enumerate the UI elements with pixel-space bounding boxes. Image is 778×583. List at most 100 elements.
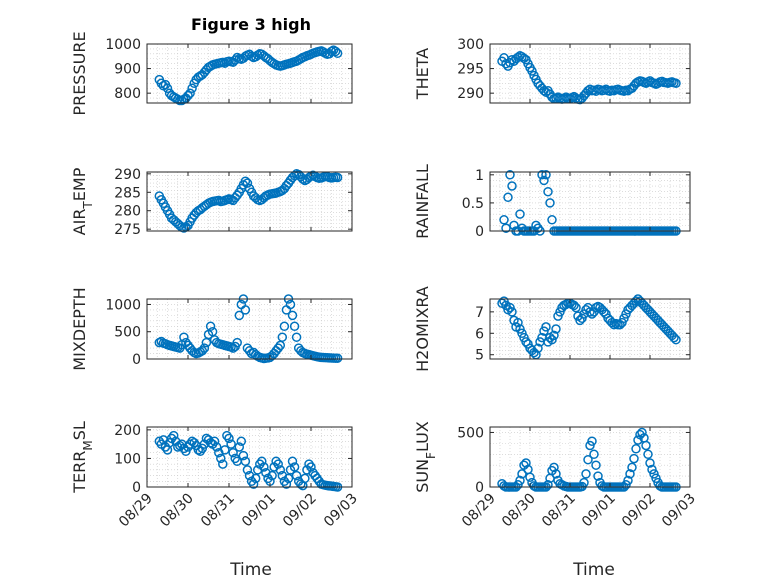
y-tick-label: 290 <box>457 86 484 102</box>
y-tick-label: 285 <box>114 185 141 201</box>
data-point <box>242 178 253 188</box>
data-point <box>671 334 681 345</box>
data-point <box>179 332 189 342</box>
data-point <box>326 46 337 57</box>
y-axis-label: SUNFLUX <box>413 421 438 493</box>
data-point <box>242 465 253 475</box>
data-point <box>271 456 281 467</box>
axes-box <box>489 298 691 360</box>
y-tick-label: 7 <box>475 305 484 321</box>
data-point <box>291 332 302 342</box>
data-point <box>647 464 657 475</box>
data-point <box>537 170 547 180</box>
subplot-1: 800 900 1000 PRESSURE <box>70 31 353 116</box>
data-point <box>330 46 341 57</box>
y-tick-label: 0 <box>475 480 484 496</box>
data-point <box>527 66 537 76</box>
data-point <box>539 175 549 186</box>
data-point <box>234 310 245 321</box>
x-axis-label-left: Time <box>229 560 272 580</box>
x-tick-label: 09/02 <box>619 491 659 531</box>
subplot-8: 0 500 08/29 08/30 08/31 09/01 09/02 09/03 SUNFLU… <box>413 421 699 530</box>
data-point <box>211 442 222 452</box>
series-points <box>497 51 681 105</box>
subplot-3: 275 280 285 290 AIRTEMP <box>70 167 353 238</box>
data-point <box>521 458 531 468</box>
data-point <box>591 460 601 470</box>
data-point <box>541 322 551 332</box>
data-point <box>525 472 535 482</box>
data-point <box>583 454 593 465</box>
data-point <box>503 192 513 203</box>
data-point <box>220 445 230 455</box>
data-point <box>669 332 679 343</box>
y-tick-label: 1000 <box>105 297 141 313</box>
data-point <box>283 473 294 484</box>
data-point <box>289 462 300 472</box>
subplot-2: 290 295 300 THETA <box>413 37 691 105</box>
y-axis-label: THETA <box>413 48 432 100</box>
data-point <box>232 337 242 348</box>
data-point <box>543 186 553 197</box>
data-point <box>234 442 245 452</box>
data-point <box>273 459 283 469</box>
data-point <box>332 48 343 59</box>
data-point <box>187 83 197 94</box>
series-points <box>154 169 343 233</box>
data-point <box>287 310 298 321</box>
data-point <box>587 436 597 446</box>
data-point <box>589 449 599 460</box>
data-point <box>332 172 343 183</box>
y-tick-label: 0 <box>132 480 141 496</box>
data-point <box>279 321 290 332</box>
data-point <box>224 433 234 444</box>
x-tick-label: 09/03 <box>321 491 361 531</box>
data-point <box>267 470 277 481</box>
plot-background <box>490 172 690 231</box>
data-point <box>240 176 251 186</box>
y-tick-label: 200 <box>114 423 141 439</box>
x-tick-label: 08/31 <box>539 491 579 531</box>
y-axis-label: TERRMSL <box>70 421 95 494</box>
data-point <box>645 458 655 468</box>
series-points <box>154 430 343 492</box>
data-point <box>499 215 509 225</box>
y-axis-label: AIRTEMP <box>70 167 95 235</box>
data-point <box>209 436 220 447</box>
data-point <box>569 300 579 311</box>
data-point <box>222 430 232 441</box>
series-points <box>154 45 343 106</box>
data-point <box>541 170 551 180</box>
x-axis-label-right: Time <box>572 560 615 580</box>
data-point <box>226 439 236 449</box>
data-point <box>515 209 525 219</box>
x-tick-label: 08/29 <box>116 491 156 531</box>
data-point <box>551 469 561 479</box>
data-point <box>507 181 517 191</box>
data-point <box>545 198 555 208</box>
y-axis-label: PRESSURE <box>70 31 89 115</box>
subplot-7: 0 100 200 08/29 08/30 08/31 09/01 09/02 09/03 TER… <box>70 421 361 530</box>
data-point <box>205 437 216 448</box>
data-point <box>252 50 263 60</box>
data-point <box>517 469 527 479</box>
axes-box <box>146 43 353 104</box>
data-point <box>240 305 251 315</box>
data-point <box>507 307 517 317</box>
data-point <box>287 456 298 467</box>
data-point <box>162 83 173 94</box>
x-tick-label: 09/01 <box>579 491 619 531</box>
x-tick-label: 09/03 <box>659 491 699 531</box>
data-point <box>549 330 559 341</box>
data-point <box>625 469 635 479</box>
axes-box <box>489 171 691 232</box>
data-point <box>168 430 179 441</box>
data-point <box>627 462 637 473</box>
data-point <box>257 456 267 467</box>
x-tick-label: 08/30 <box>499 491 539 531</box>
data-point <box>513 317 523 328</box>
y-tick-label: 1 <box>475 168 484 184</box>
data-point <box>240 456 251 467</box>
